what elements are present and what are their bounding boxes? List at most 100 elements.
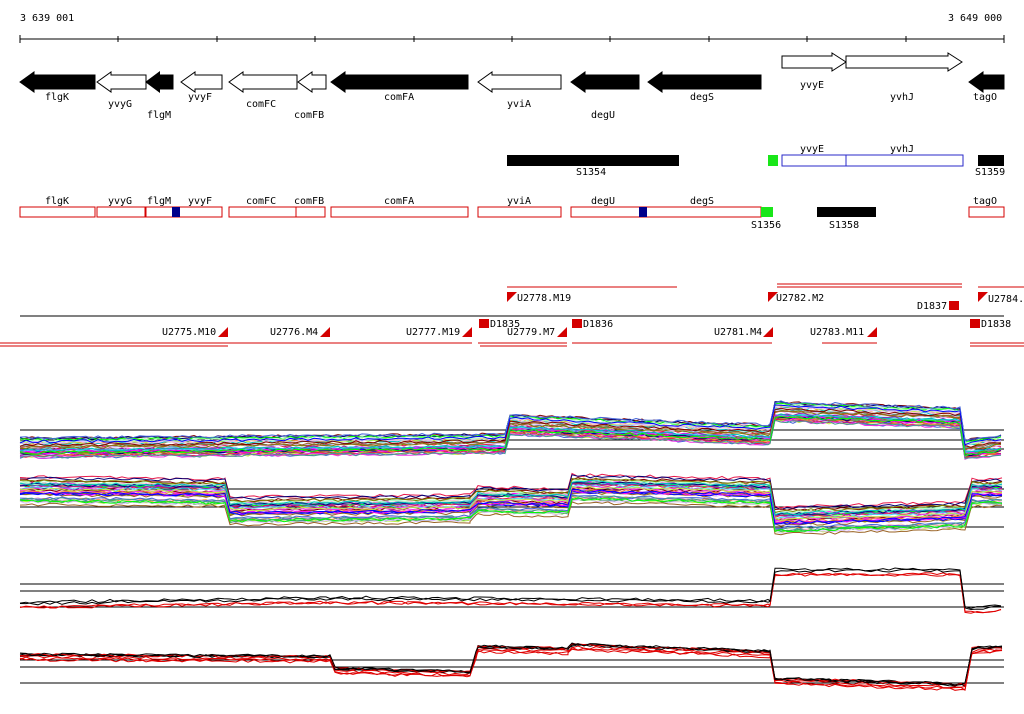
gene-arrow [477, 71, 562, 93]
feature-flag [218, 327, 228, 337]
feature-flag [462, 327, 472, 337]
feature-marker [949, 301, 959, 310]
feature-label: D1835 [490, 319, 520, 330]
expression-profiles [19, 400, 1004, 691]
profile-series [19, 568, 1001, 611]
profile-panel-3-axes [20, 583, 1004, 608]
segment-bar [817, 207, 876, 217]
profile-series [19, 485, 1003, 522]
segment-label: S1358 [829, 220, 859, 231]
profile-series [19, 410, 1002, 451]
gene-label: yvhJ [890, 92, 914, 103]
feature-label: U2784.M [988, 294, 1024, 305]
transcript-box [968, 206, 1005, 218]
transcript-label: tagO [973, 196, 997, 207]
transcript-box [228, 206, 297, 218]
gene-label: yvyE [800, 80, 824, 91]
profile-series [19, 498, 1003, 534]
gene-label: yvyG [108, 99, 132, 110]
segment-marker [761, 207, 773, 217]
transcript-marker [172, 207, 180, 217]
profile-series [19, 501, 1003, 536]
profile-series [19, 497, 1003, 532]
gene-label: degS [690, 92, 714, 103]
transcript-label: flgM [147, 196, 171, 207]
gene-label: degU [591, 110, 615, 121]
gene-label: comFB [294, 110, 324, 121]
gene-track: flgK yvyG flgM yvyF comFC comFB comFA yviA degU d… [19, 52, 1005, 121]
feature-label: U2779.M7 [507, 327, 555, 338]
feature-flag [320, 327, 330, 337]
feature-marker [572, 319, 582, 328]
profile-series [19, 413, 1002, 453]
profile-series [19, 415, 1002, 457]
transcript-label: degS [690, 196, 714, 207]
gene-label: flgM [147, 110, 171, 121]
feature-label: U2778.M19 [517, 293, 571, 304]
segment-marker [768, 155, 778, 166]
gene-arrow [330, 71, 469, 93]
gene-label: comFC [246, 99, 276, 110]
profile-series [19, 400, 1002, 442]
feature-flag [557, 327, 567, 337]
upper-box-label: yvhJ [890, 144, 914, 155]
coord-start: 3 639 001 [20, 13, 75, 24]
segment-label: S1354 [576, 167, 606, 178]
feature-flag [867, 327, 877, 337]
profile-series [19, 416, 1002, 456]
feature-label: D1838 [981, 319, 1011, 330]
profile-series [19, 474, 1003, 510]
profile-series [19, 401, 1002, 441]
feature-label: U2783.M11 [810, 327, 864, 338]
segment-bar [978, 155, 1004, 166]
feature-flag [978, 292, 988, 302]
gene-arrow [180, 71, 223, 93]
profile-series [19, 495, 1003, 531]
transcript-label: yvyF [188, 196, 212, 207]
feature-label: D1837 [917, 301, 947, 312]
segment-track: yvyE yvhJ S1354 S1359 [507, 144, 1005, 178]
feature-label: U2775.M10 [162, 327, 216, 338]
coord-end: 3 649 000 [948, 13, 1003, 24]
feature-flag [768, 292, 778, 302]
transcript-box [295, 206, 326, 218]
segment-bar [507, 155, 679, 166]
gene-arrow [145, 71, 174, 93]
segment-label: S1359 [975, 167, 1005, 178]
transcript-box [145, 206, 223, 218]
transcript-label: yvyG [108, 196, 132, 207]
gene-arrow [845, 52, 963, 72]
profile-series [19, 494, 1003, 529]
profile-series [19, 472, 1003, 509]
transcript-box [96, 206, 146, 218]
feature-label: U2781.M4 [714, 327, 762, 338]
gene-label: yviA [507, 99, 531, 110]
transcript-box [477, 206, 562, 218]
feature-label: U2776.M4 [270, 327, 318, 338]
gene-arrow [228, 71, 298, 93]
transcript-marker [639, 207, 647, 217]
feature-flag [763, 327, 773, 337]
feature-label: D1836 [583, 319, 613, 330]
feature-marker [479, 319, 489, 328]
transcript-label: degU [591, 196, 615, 207]
gene-arrow [96, 71, 147, 93]
upper-box-label: yvyE [800, 144, 824, 155]
gene-arrow [297, 71, 327, 93]
segment-box [781, 154, 964, 167]
profile-series [19, 643, 1003, 686]
gene-arrow [781, 52, 847, 72]
gene-arrow [19, 71, 96, 93]
transcript-label: flgK [45, 196, 69, 207]
gene-arrow [570, 71, 640, 93]
transcript-box [19, 206, 96, 218]
gene-label: tagO [973, 92, 997, 103]
transcript-box [330, 206, 469, 218]
gene-label: yvyF [188, 92, 212, 103]
gene-arrow [647, 71, 762, 93]
profile-series [19, 483, 1003, 517]
transcript-label: comFB [294, 196, 324, 207]
feature-label: U2782.M2 [776, 293, 824, 304]
profile-series [19, 404, 1002, 446]
